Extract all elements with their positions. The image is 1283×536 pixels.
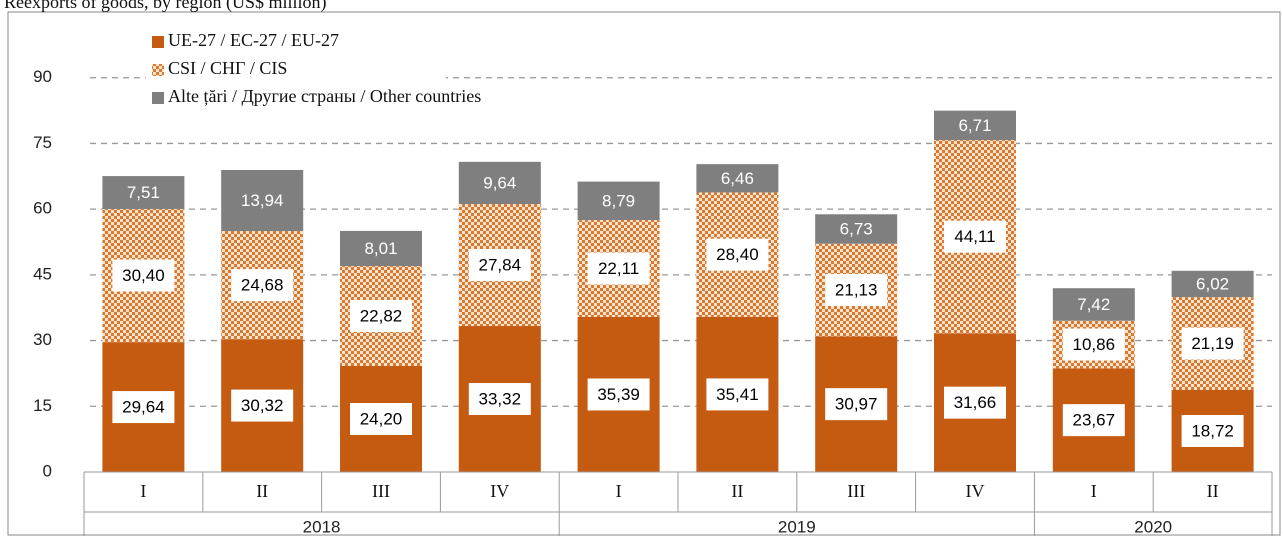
y-tick-label: 0 <box>43 461 52 480</box>
group-label: 2020 <box>1134 517 1172 536</box>
chart-frame <box>7 11 1281 536</box>
x-tick-label: IV <box>490 481 509 501</box>
data-label: 7,42 <box>1077 295 1110 314</box>
label-box <box>231 269 294 302</box>
label-box <box>944 220 1006 253</box>
data-label: 8,79 <box>602 191 635 210</box>
data-label: 31,66 <box>954 393 997 412</box>
label-box <box>587 252 650 285</box>
data-label: 30,32 <box>241 396 284 415</box>
data-label: 7,51 <box>127 183 160 202</box>
y-tick-label: 45 <box>33 264 52 283</box>
bar-segment <box>340 230 422 267</box>
data-label: 30,40 <box>122 266 165 285</box>
bar-segment <box>815 214 898 244</box>
data-label: 29,64 <box>122 398 165 417</box>
data-label: 22,11 <box>598 259 639 278</box>
chart-title: Reexports of goods, by region (US$ milli… <box>4 0 326 13</box>
bar-segment <box>577 181 660 221</box>
label-box <box>825 274 888 307</box>
data-label: 33,32 <box>479 389 522 408</box>
x-tick-label: II <box>731 481 743 501</box>
label-box <box>825 388 888 421</box>
bar-segment <box>102 176 185 209</box>
label-box <box>468 383 531 416</box>
x-tick-label: IV <box>966 481 985 501</box>
data-label: 23,67 <box>1073 411 1116 430</box>
data-label: 35,41 <box>716 385 759 404</box>
label-box <box>706 238 769 271</box>
data-label: 6,71 <box>958 116 991 135</box>
label-box <box>1062 328 1125 361</box>
legend-label: CSI / СНГ / CIS <box>168 58 287 78</box>
label-box <box>944 386 1006 419</box>
bar-segment <box>221 169 304 232</box>
data-label: 10,86 <box>1073 335 1116 354</box>
data-label: 6,73 <box>840 219 873 238</box>
y-tick-label: 60 <box>33 199 52 218</box>
x-tick-label: I <box>140 481 146 501</box>
data-label: 21,19 <box>1191 334 1234 353</box>
data-label: 28,40 <box>716 245 759 264</box>
label-box <box>350 402 412 435</box>
bar-segment <box>696 164 779 193</box>
data-label: 27,84 <box>479 256 522 275</box>
data-label: 6,02 <box>1196 274 1229 293</box>
legend-swatch <box>152 92 164 104</box>
data-label: 6,46 <box>721 169 754 188</box>
legend-label: Alte țări / Другие страны / Other countr… <box>168 86 481 106</box>
data-label: 8,01 <box>364 239 397 258</box>
data-label: 24,68 <box>241 276 284 295</box>
legend-swatch <box>152 64 164 76</box>
y-tick-label: 15 <box>33 396 52 415</box>
data-label: 24,20 <box>360 409 403 428</box>
legend-bg <box>146 28 446 112</box>
label-box <box>1181 327 1244 360</box>
x-tick-label: I <box>1091 481 1097 501</box>
data-label: 30,97 <box>835 395 878 414</box>
data-label: 9,64 <box>483 173 516 192</box>
bar-segment <box>458 161 541 205</box>
label-box <box>1062 404 1125 437</box>
x-tick-label: I <box>616 481 622 501</box>
y-tick-label: 30 <box>33 330 52 349</box>
x-tick-label: II <box>1207 481 1219 501</box>
group-label: 2019 <box>778 517 816 536</box>
label-box <box>231 389 294 422</box>
data-label: 22,82 <box>360 306 403 325</box>
label-box <box>112 391 175 424</box>
label-box <box>706 378 769 411</box>
label-box <box>587 378 650 411</box>
bar-segment <box>1052 288 1135 321</box>
label-box <box>350 299 412 332</box>
group-label: 2018 <box>303 517 341 536</box>
data-label: 21,13 <box>835 281 878 300</box>
x-tick-label: II <box>256 481 268 501</box>
legend-swatch <box>152 36 164 48</box>
label-box <box>112 259 175 292</box>
x-tick-label: III <box>847 481 865 501</box>
y-tick-label: 75 <box>33 133 52 152</box>
data-label: 35,39 <box>597 385 640 404</box>
y-tick-label: 90 <box>33 67 52 86</box>
bar-segment <box>934 110 1016 141</box>
legend-label: UE-27 / EC-27 / EU-27 <box>168 30 339 50</box>
data-label: 44,11 <box>954 227 995 246</box>
x-tick-label: III <box>372 481 390 501</box>
label-box <box>1181 414 1244 447</box>
data-label: 18,72 <box>1191 421 1234 440</box>
label-box <box>468 249 531 282</box>
bar-segment <box>1171 270 1254 298</box>
data-label: 13,94 <box>241 191 284 210</box>
